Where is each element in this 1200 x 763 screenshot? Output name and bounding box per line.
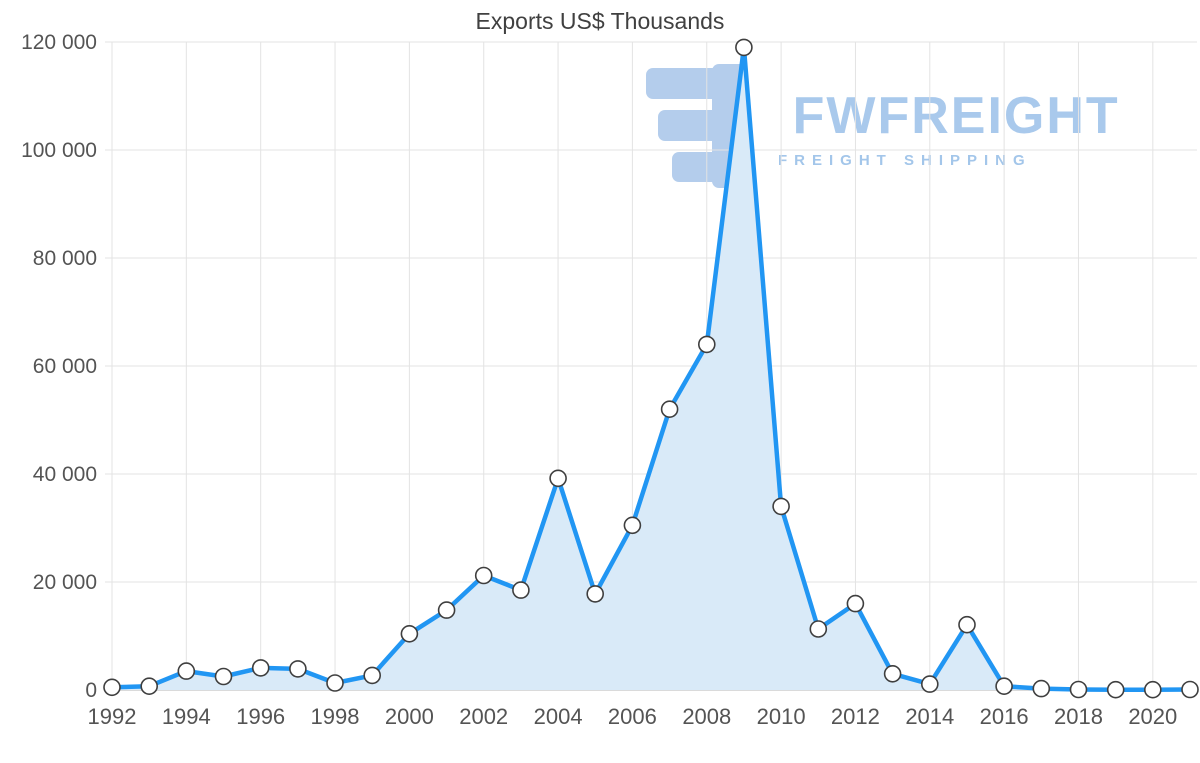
data-point[interactable]: [1144, 680, 1162, 699]
data-point[interactable]: [289, 660, 307, 678]
y-axis-tick-label: 60 000: [33, 355, 97, 378]
y-axis-tick-label: 20 000: [33, 571, 97, 594]
watermark-tagline: FREIGHT SHIPPING: [778, 152, 1032, 169]
data-point[interactable]: [958, 615, 976, 634]
data-point[interactable]: [103, 678, 121, 697]
data-point[interactable]: [1106, 680, 1125, 699]
data-point[interactable]: [846, 594, 865, 613]
x-axis-tick-label: 2006: [608, 704, 657, 729]
data-point[interactable]: [586, 585, 605, 603]
x-axis-tick-label: 2020: [1128, 704, 1177, 729]
y-axis-tick-label: 80 000: [33, 247, 97, 270]
data-point[interactable]: [920, 675, 939, 693]
x-axis-tick-label: 2016: [980, 704, 1029, 729]
data-point[interactable]: [1069, 680, 1088, 699]
x-axis-tick-label: 2012: [831, 704, 880, 729]
data-point[interactable]: [1181, 680, 1199, 699]
x-axis-tick-label: 1998: [311, 704, 360, 729]
data-point[interactable]: [251, 659, 270, 677]
y-axis-tick-label: 100 000: [21, 139, 97, 162]
x-axis-tick-label: 2018: [1054, 704, 1103, 729]
data-point[interactable]: [437, 601, 456, 619]
data-point[interactable]: [512, 581, 530, 599]
y-axis-tick-label: 120 000: [21, 31, 97, 54]
data-point[interactable]: [697, 335, 716, 354]
data-point[interactable]: [549, 469, 567, 488]
data-point[interactable]: [214, 667, 233, 686]
data-point[interactable]: [809, 620, 828, 638]
data-point[interactable]: [883, 664, 902, 683]
data-point[interactable]: [995, 677, 1013, 696]
data-point[interactable]: [660, 400, 679, 419]
x-axis-tick-label: 2010: [757, 704, 806, 729]
data-point[interactable]: [140, 677, 158, 696]
x-axis-tick-label: 2014: [905, 704, 954, 729]
y-axis-tick-label: 40 000: [33, 463, 97, 486]
data-point[interactable]: [363, 666, 382, 685]
data-point[interactable]: [400, 624, 419, 643]
x-axis-tick-label: 2008: [682, 704, 731, 729]
data-point[interactable]: [326, 674, 344, 692]
data-point[interactable]: [177, 662, 196, 680]
watermark-brand: FWFREIGHT: [792, 87, 1120, 145]
series-area-fill: [112, 47, 1190, 690]
data-point[interactable]: [772, 497, 790, 516]
x-axis-tick-label: 1994: [162, 704, 211, 729]
y-axis-tick-label: 0: [85, 679, 97, 702]
x-axis-tick-label: 1996: [236, 704, 285, 729]
data-point[interactable]: [735, 38, 753, 57]
x-axis-tick-label: 2004: [534, 704, 583, 729]
data-point[interactable]: [474, 566, 493, 585]
watermark: FWFREIGHT FREIGHT SHIPPING: [646, 62, 1120, 190]
data-point[interactable]: [623, 516, 642, 535]
x-axis-tick-label: 2000: [385, 704, 434, 729]
data-point[interactable]: [1032, 679, 1051, 698]
x-axis-tick-label: 1992: [88, 704, 137, 729]
x-axis-tick-label: 2002: [459, 704, 508, 729]
